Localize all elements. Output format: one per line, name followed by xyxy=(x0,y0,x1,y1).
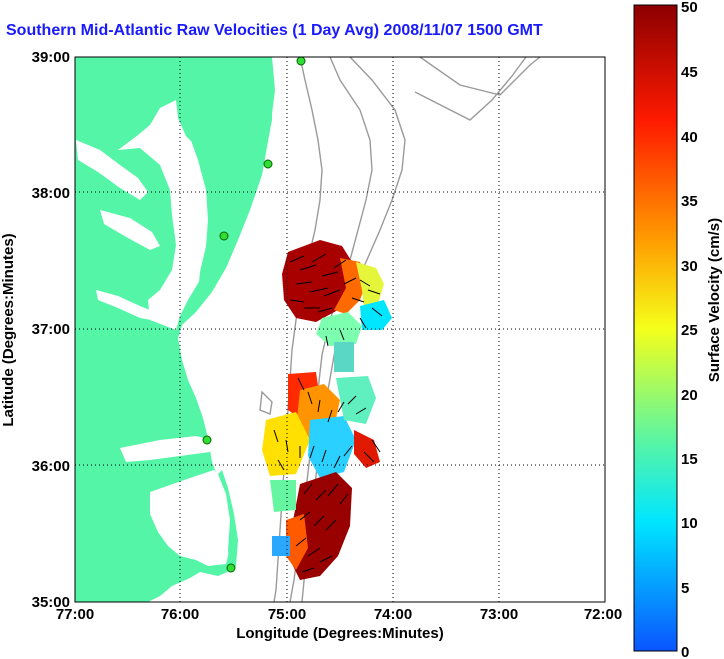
station-marker xyxy=(226,563,236,573)
colorbar-tick: 15 xyxy=(681,451,698,468)
mid-patch-yellow xyxy=(262,412,310,476)
colorbar-tick: 10 xyxy=(681,515,698,532)
south-patch-green xyxy=(270,480,296,512)
colorbar-tick: 45 xyxy=(681,64,698,81)
colorbar-tick: 20 xyxy=(681,387,698,404)
outer-banks xyxy=(218,470,238,572)
x-tick-label: 74:00 xyxy=(374,606,412,623)
station-marker xyxy=(263,159,273,169)
colorbar-tick: 40 xyxy=(681,129,698,146)
plot-frame xyxy=(74,56,606,603)
y-axis: 39:00 38:00 37:00 36:00 35:00 Latitude (… xyxy=(0,49,70,611)
colorbar-tick: 30 xyxy=(681,258,698,275)
south-patch-fast xyxy=(290,472,352,580)
chesapeake-bay xyxy=(118,100,214,330)
eastern-shore xyxy=(176,57,272,292)
x-tick-label: 77:00 xyxy=(56,606,94,623)
x-axis: 77:00 76:00 75:00 74:00 73:00 72:00 Long… xyxy=(56,606,622,642)
x-axis-label: Longitude (Degrees:Minutes) xyxy=(236,625,444,642)
colorbar-label: Surface Velocity (cm/s) xyxy=(706,218,723,382)
map-title: Southern Mid-Atlantic Raw Velocities (1 … xyxy=(6,22,543,39)
station-marker xyxy=(219,231,229,241)
north-patch-slow xyxy=(360,300,392,330)
mid-patch-green xyxy=(336,376,376,424)
x-tick-label: 72:00 xyxy=(584,606,622,623)
y-tick-label: 39:00 xyxy=(32,49,70,66)
south-patch-cyan xyxy=(272,536,290,556)
colorbar-tick: 0 xyxy=(681,644,689,659)
station-marker xyxy=(296,57,306,66)
mid-patch-red-east xyxy=(354,430,380,468)
y-tick-label: 37:00 xyxy=(32,321,70,338)
station-marker xyxy=(202,435,212,445)
colorbar-gradient xyxy=(633,4,678,652)
james-river xyxy=(96,290,162,322)
x-tick-label: 76:00 xyxy=(161,606,199,623)
map-grid xyxy=(75,57,605,602)
colorbar-tick: 35 xyxy=(681,193,698,210)
x-tick-label: 75:00 xyxy=(268,606,306,623)
south-patch-orange xyxy=(286,514,308,570)
y-tick-label: 35:00 xyxy=(32,594,70,611)
north-patch-yellow xyxy=(356,262,384,308)
potomac-river xyxy=(76,140,148,200)
y-axis-label: Latitude (Degrees:Minutes) xyxy=(0,233,17,426)
mid-patch-cyan xyxy=(308,416,356,478)
albemarle-sound xyxy=(120,436,212,462)
pamlico-sound xyxy=(150,470,232,566)
colorbar-tick: 50 xyxy=(681,0,698,16)
y-tick-label: 38:00 xyxy=(32,185,70,202)
velocity-field xyxy=(262,240,392,580)
x-tick-label: 73:00 xyxy=(480,606,518,623)
colorbar-tick: 25 xyxy=(681,322,698,339)
y-tick-label: 36:00 xyxy=(32,458,70,475)
rappahannock-river xyxy=(100,210,160,250)
colorbar-tick: 5 xyxy=(681,580,689,597)
velocity-arrows xyxy=(273,253,383,573)
north-patch-green xyxy=(334,342,354,372)
radar-stations xyxy=(202,57,306,573)
colorbar: 50 45 40 35 30 25 20 15 10 5 0 Surface V… xyxy=(633,0,723,659)
